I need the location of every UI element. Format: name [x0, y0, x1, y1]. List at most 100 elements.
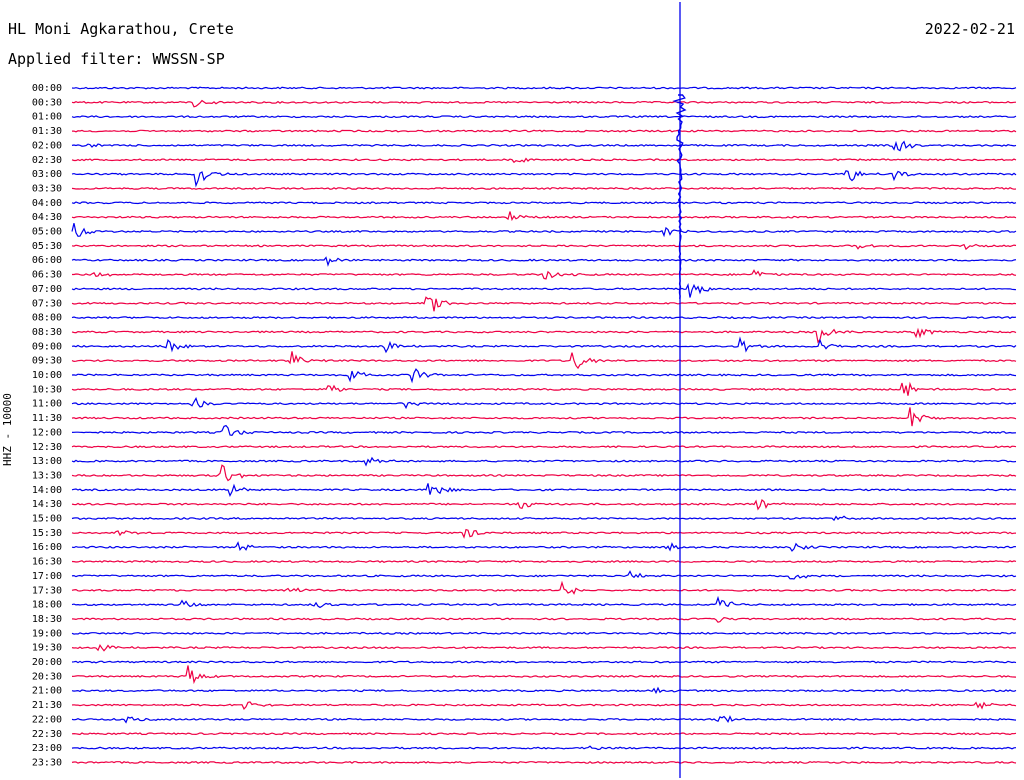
trace-row-24	[71, 424, 1017, 436]
row-label-7: 03:30	[32, 183, 62, 194]
trace-row-12	[71, 256, 1017, 267]
trace-row-0	[71, 86, 1017, 90]
trace-row-21	[71, 381, 1017, 396]
trace-row-6	[71, 170, 1017, 188]
row-label-0: 00:00	[32, 83, 62, 94]
trace-row-20	[71, 368, 1017, 384]
trace-row-28	[71, 483, 1016, 497]
row-label-47: 23:30	[32, 757, 62, 768]
filter-label: Applied filter: WWSSN-SP	[8, 50, 225, 68]
row-label-27: 13:30	[32, 470, 62, 481]
trace-row-9	[71, 211, 1017, 222]
trace-row-23	[71, 407, 1017, 427]
trace-row-11	[71, 243, 1017, 251]
row-label-18: 09:00	[32, 341, 62, 352]
trace-row-31	[71, 528, 1017, 539]
trace-row-25	[71, 445, 1017, 449]
row-label-17: 08:30	[32, 327, 62, 338]
trace-row-15	[71, 296, 1017, 312]
trace-row-37	[71, 616, 1017, 623]
trace-row-27	[71, 464, 1017, 482]
row-label-21: 10:30	[32, 384, 62, 395]
trace-row-8	[71, 201, 1017, 205]
row-label-25: 12:30	[32, 442, 62, 453]
trace-row-34	[71, 570, 1017, 580]
row-label-19: 09:30	[32, 356, 62, 367]
row-label-9: 04:30	[32, 212, 62, 223]
trace-row-39	[71, 644, 1017, 652]
trace-row-41	[71, 665, 1017, 685]
trace-row-36	[71, 595, 1017, 609]
row-label-16: 08:00	[32, 313, 62, 324]
date-label: 2022-02-21	[924, 20, 1015, 38]
trace-row-33	[71, 560, 1017, 564]
row-label-44: 22:00	[32, 714, 62, 725]
trace-row-5	[71, 157, 1017, 164]
row-label-6: 03:00	[32, 169, 62, 180]
trace-row-26	[71, 456, 1017, 467]
row-label-38: 19:00	[32, 628, 62, 639]
row-label-26: 13:00	[32, 456, 62, 467]
row-label-40: 20:00	[32, 657, 62, 668]
trace-row-22	[71, 396, 1017, 410]
row-label-4: 02:00	[32, 140, 62, 151]
trace-row-35	[71, 580, 1017, 595]
trace-row-7	[71, 186, 1017, 190]
row-label-32: 16:00	[32, 542, 62, 553]
trace-row-1	[71, 99, 1017, 108]
row-label-1: 00:30	[32, 97, 62, 108]
row-label-31: 15:30	[32, 528, 62, 539]
trace-row-46	[71, 745, 1017, 751]
row-label-11: 05:30	[32, 241, 62, 252]
trace-row-44	[71, 715, 1017, 724]
trace-row-13	[72, 269, 1017, 280]
row-label-28: 14:00	[32, 485, 62, 496]
station-title: HL Moni Agkarathou, Crete	[8, 20, 234, 38]
trace-row-4	[71, 140, 1017, 152]
trace-row-19	[71, 351, 1017, 370]
row-label-23: 11:30	[32, 413, 62, 424]
row-label-14: 07:00	[32, 284, 62, 295]
row-label-30: 15:00	[32, 514, 62, 525]
row-label-8: 04:00	[32, 198, 62, 209]
trace-row-3	[72, 129, 1017, 133]
trace-row-18	[71, 336, 1017, 354]
row-label-41: 20:30	[32, 671, 62, 682]
row-label-20: 10:00	[32, 370, 62, 381]
trace-row-42	[71, 686, 1017, 695]
row-label-10: 05:00	[32, 227, 62, 238]
trace-row-16	[71, 316, 1017, 320]
trace-row-38	[71, 631, 1017, 635]
trace-row-14	[71, 283, 1017, 298]
row-label-13: 06:30	[32, 270, 62, 281]
row-label-34: 17:00	[32, 571, 62, 582]
trace-row-2	[71, 115, 1017, 119]
row-label-39: 19:30	[32, 643, 62, 654]
row-label-29: 14:30	[32, 499, 62, 510]
trace-row-40	[71, 660, 1017, 664]
trace-row-47	[71, 760, 1017, 764]
row-label-5: 02:30	[32, 155, 62, 166]
trace-row-29	[71, 498, 1017, 511]
trace-row-32	[71, 541, 1017, 552]
trace-row-17	[71, 327, 1017, 344]
row-label-35: 17:30	[32, 585, 62, 596]
row-label-36: 18:00	[32, 600, 62, 611]
row-label-43: 21:30	[32, 700, 62, 711]
trace-row-43	[71, 701, 1017, 710]
row-label-46: 23:00	[32, 743, 62, 754]
row-label-3: 01:30	[32, 126, 62, 137]
row-label-15: 07:30	[32, 298, 62, 309]
trace-row-45	[71, 732, 1017, 736]
row-label-2: 01:00	[32, 112, 62, 123]
row-label-33: 16:30	[32, 557, 62, 568]
row-label-22: 11:00	[32, 399, 62, 410]
large-event-coda	[672, 94, 687, 300]
trace-row-10	[71, 223, 1017, 238]
row-label-45: 22:30	[32, 729, 62, 740]
trace-row-30	[71, 515, 1017, 522]
row-label-12: 06:00	[32, 255, 62, 266]
row-label-37: 18:30	[32, 614, 62, 625]
row-label-42: 21:00	[32, 686, 62, 697]
